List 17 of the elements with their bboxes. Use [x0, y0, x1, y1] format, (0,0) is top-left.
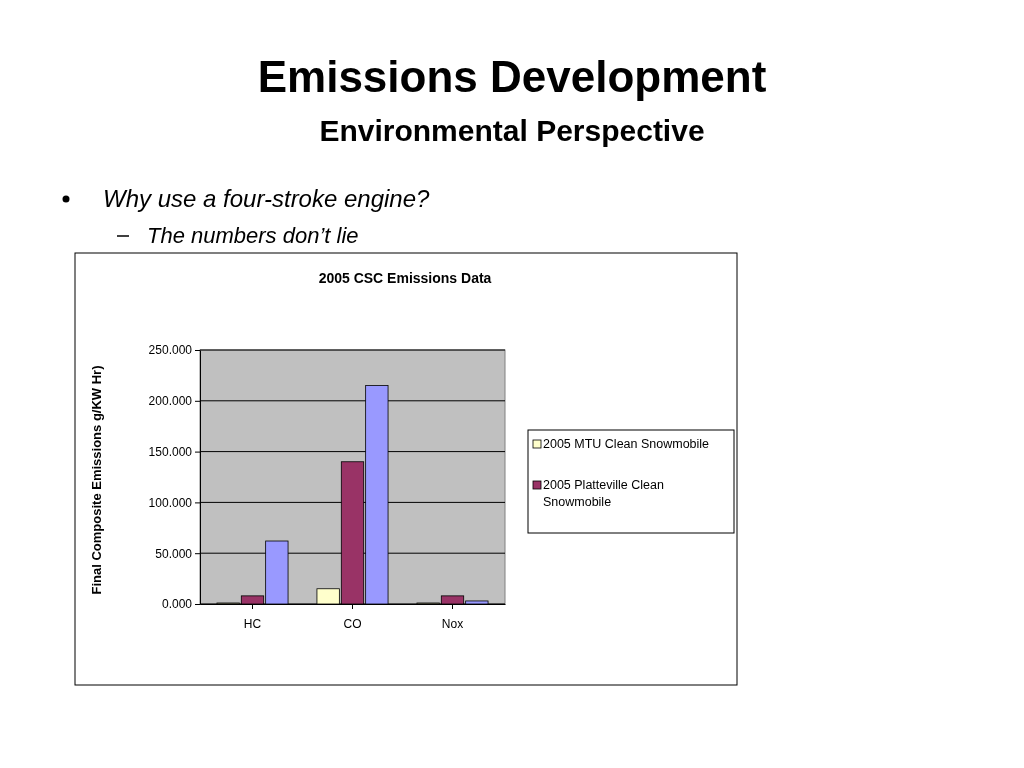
x-tick-label: HC — [243, 616, 262, 631]
y-tick-label: 0.000 — [161, 597, 193, 612]
legend-label: 2005 Platteville Clean Snowmobile — [543, 478, 664, 509]
legend-label: 2005 MTU Clean Snowmobile — [543, 437, 710, 451]
y-tick-label: 50.000 — [155, 546, 193, 561]
chart-subtitle: Environmental Perspective — [319, 114, 705, 147]
y-axis-title: Final Composite Emissions g/KW Hr) — [89, 365, 104, 595]
text: 2005 CSC Emissions Data — [318, 270, 492, 286]
x-tick-label: CO — [343, 616, 362, 631]
text: Why use a four-stroke engine? — [103, 185, 431, 212]
text: The numbers don’t lie — [147, 223, 359, 248]
y-tick-label: 250.000 — [148, 343, 193, 358]
y-tick-label: 200.000 — [148, 394, 193, 409]
chart-title: Emissions Development — [257, 52, 767, 101]
y-tick-label: 150.000 — [148, 444, 193, 459]
y-tick-label: 100.000 — [148, 495, 193, 510]
x-tick-label: Nox — [441, 616, 464, 631]
